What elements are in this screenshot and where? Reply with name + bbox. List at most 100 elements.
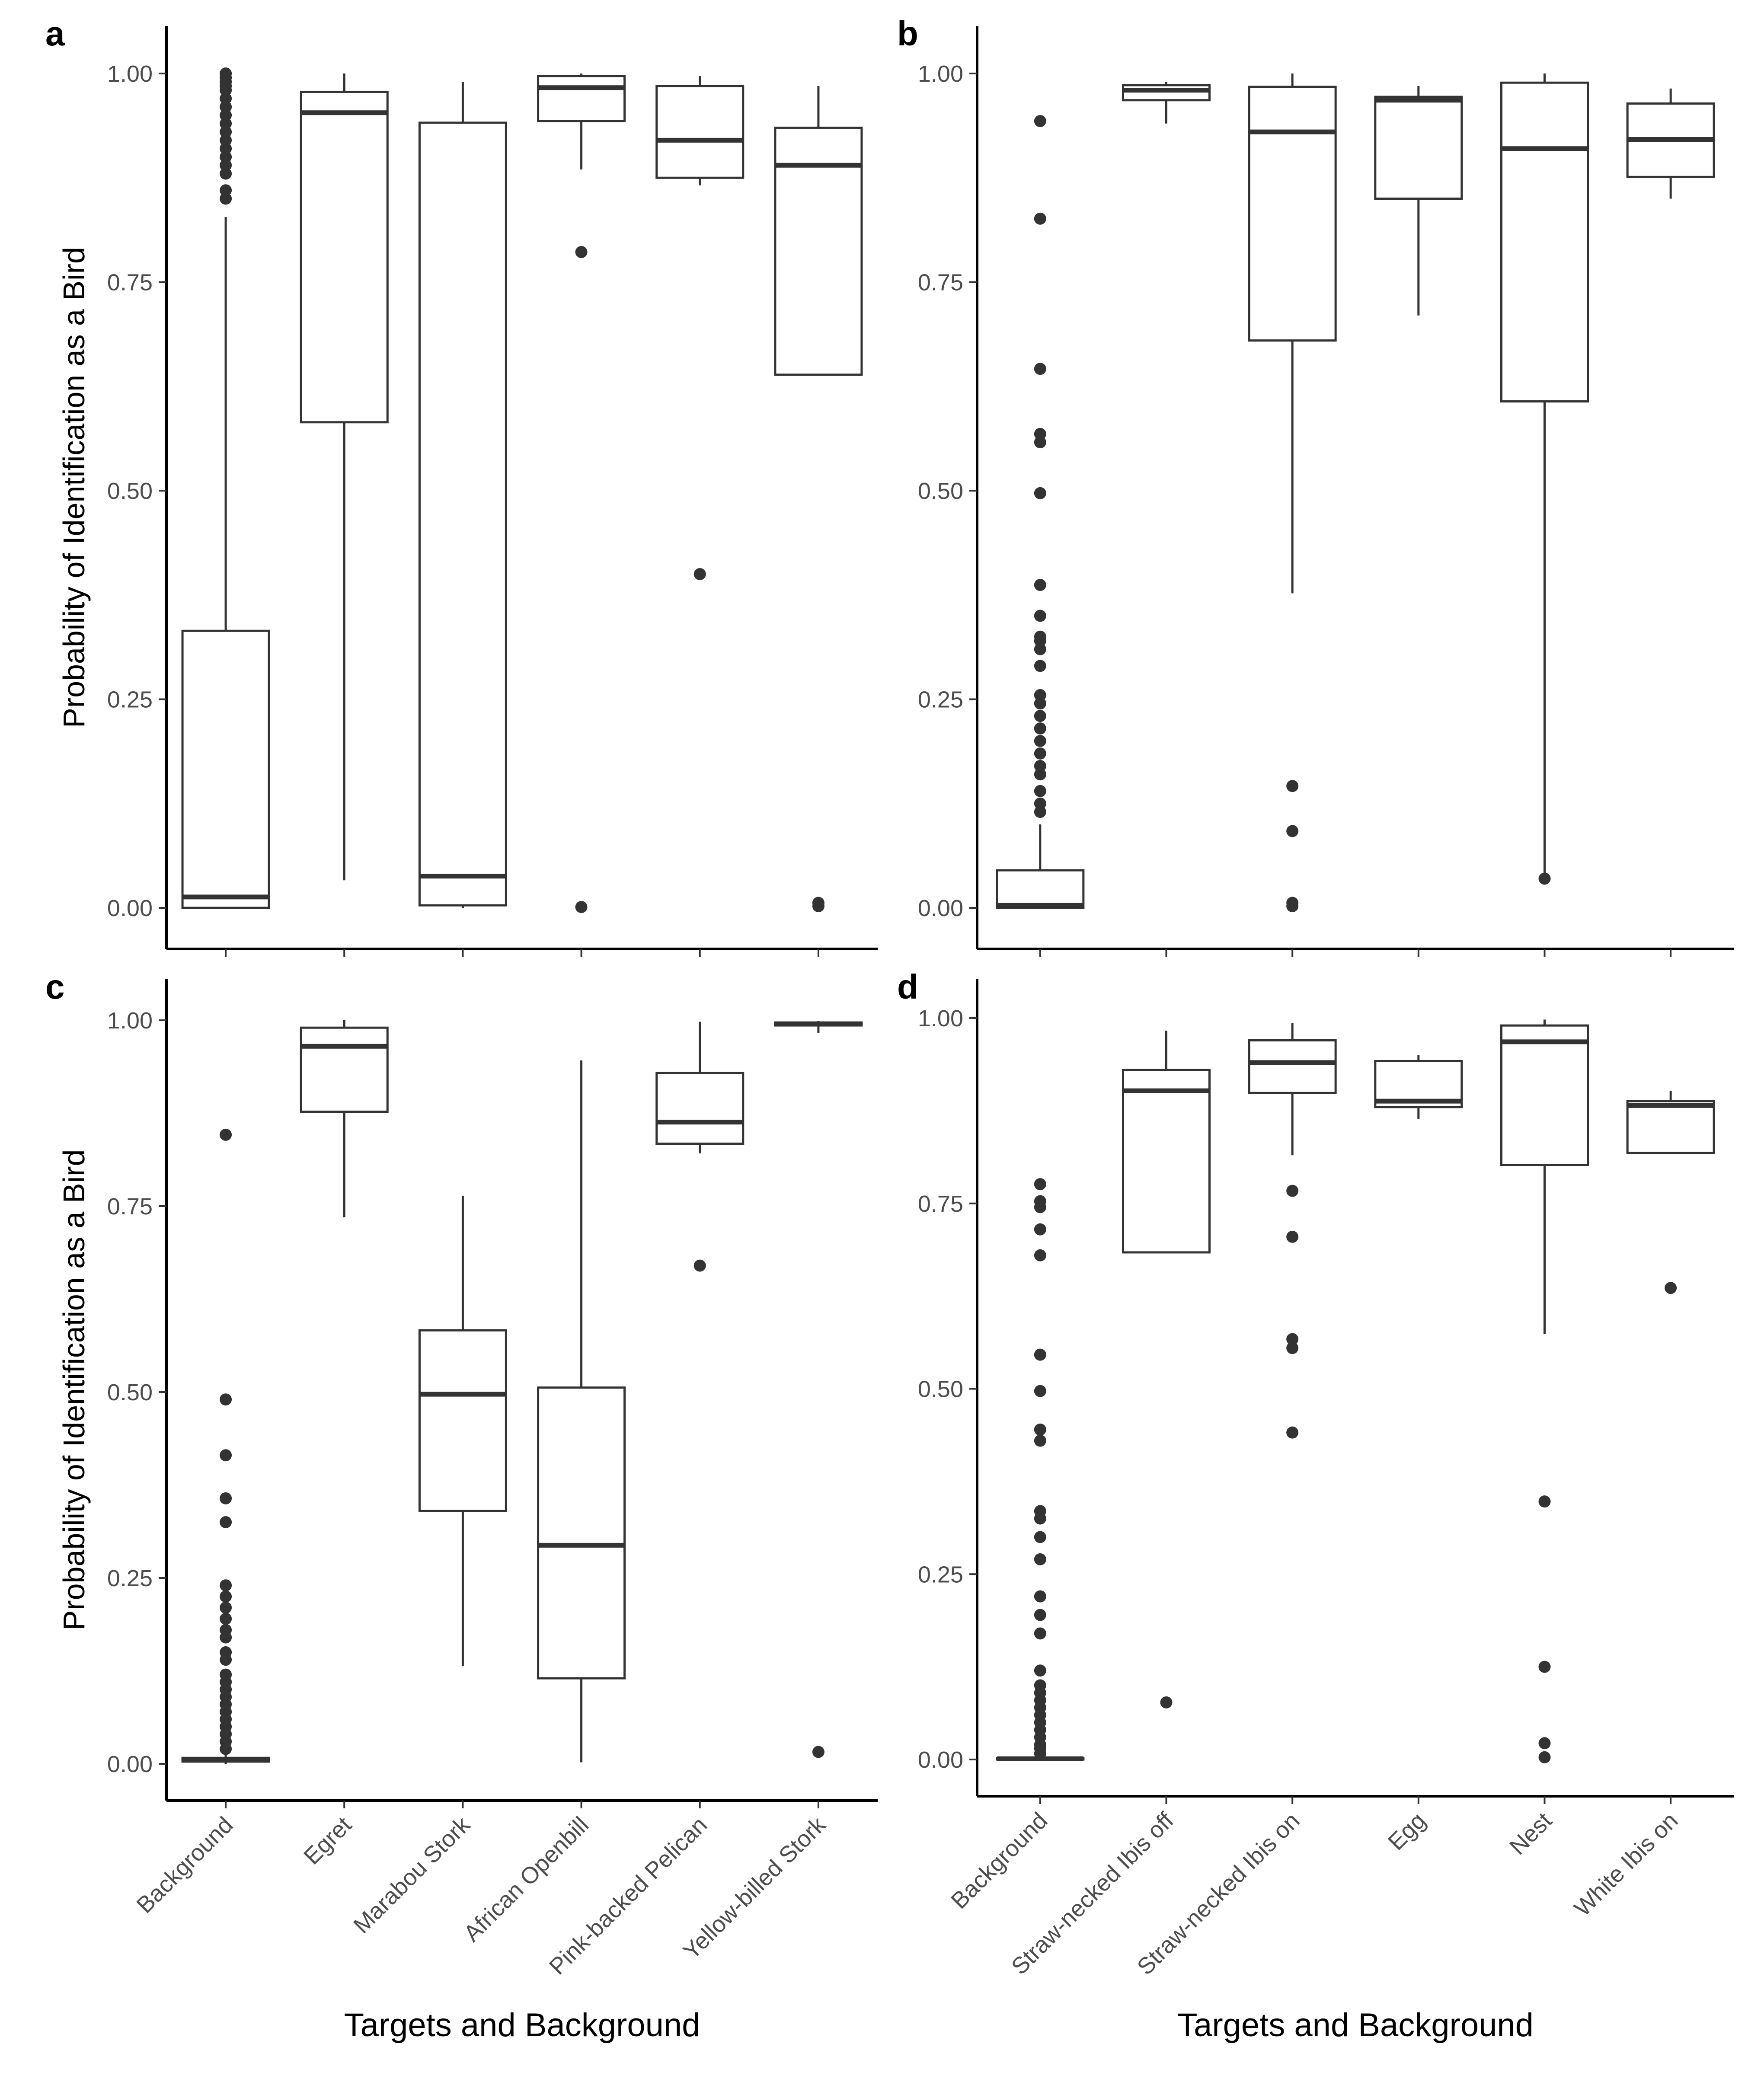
outlier-point: [1034, 1223, 1046, 1236]
y-tick-label: 0.75: [107, 270, 153, 296]
iqr-box: [1374, 96, 1463, 200]
outlier-point: [1034, 1627, 1046, 1640]
outlier-point: [1034, 1249, 1046, 1261]
outlier-point: [1538, 1495, 1551, 1508]
outlier-point: [693, 568, 706, 580]
outlier-point: [1034, 1348, 1046, 1361]
outlier-point: [1034, 1664, 1046, 1677]
box-nest: [1500, 1019, 1589, 1763]
panel-letter: b: [897, 14, 918, 53]
outlier-point: [575, 901, 588, 913]
outlier-point: [1538, 1737, 1551, 1750]
outlier-point: [220, 109, 232, 121]
outlier-point: [1034, 610, 1046, 622]
y-tick-label: 0.00: [918, 895, 963, 921]
outlier-point: [1034, 660, 1046, 672]
y-tick-label: 0.50: [918, 1376, 963, 1402]
outlier-point: [220, 1492, 232, 1504]
outlier-point: [220, 134, 232, 147]
iqr-box: [1500, 1024, 1589, 1166]
outlier-point: [1034, 806, 1046, 818]
panel-letter: a: [45, 14, 65, 53]
panel-a: a 0.00 0.25 0.50 0.75 1.00 Probability of Iden…: [45, 14, 878, 957]
outlier-point: [1286, 1230, 1299, 1243]
y-tick-label: 0.50: [107, 1379, 153, 1405]
outlier-point: [220, 1646, 232, 1658]
box-african-openbill: [537, 73, 626, 913]
y-tick-label: 0.75: [918, 1191, 963, 1217]
box-white-ibis-on: [1626, 1091, 1715, 1294]
outlier-point: [1034, 630, 1046, 643]
iqr-box: [655, 85, 745, 179]
box-straw-necked-ibis-off: [1122, 1031, 1211, 1708]
box-background: [996, 115, 1085, 909]
outlier-point: [220, 67, 232, 80]
outlier-point: [220, 117, 232, 130]
iqr-box: [1500, 81, 1589, 402]
x-axis-label: Targets and Background: [344, 2007, 700, 2044]
outlier-point: [1034, 212, 1046, 225]
outlier-point: [1034, 1553, 1046, 1565]
outlier-point: [1034, 1505, 1046, 1517]
iqr-box: [1626, 1100, 1715, 1154]
outlier-point: [1034, 760, 1046, 772]
y-tick-label: 1.00: [918, 61, 963, 87]
box-yellow-billed-stork: [774, 1021, 863, 1758]
iqr-box: [1122, 1069, 1211, 1254]
outlier-point: [1034, 735, 1046, 747]
outlier-point: [693, 1259, 706, 1272]
outlier-point: [1034, 1609, 1046, 1621]
y-tick-label: 0.00: [107, 895, 153, 921]
outlier-point: [220, 142, 232, 155]
outlier-point: [1034, 1385, 1046, 1397]
outlier-point: [1538, 872, 1551, 885]
outlier-point: [220, 1613, 232, 1625]
x-axis-label: Targets and Background: [1177, 2007, 1534, 2044]
box-egg: [1374, 1055, 1463, 1119]
outlier-point: [1034, 785, 1046, 797]
outlier-point: [1034, 436, 1046, 449]
y-tick-label: 0.25: [107, 687, 153, 713]
outlier-point: [1034, 768, 1046, 781]
y-tick-label: 0.50: [107, 478, 153, 504]
outlier-point: [1034, 710, 1046, 722]
y-tick-label: 0.00: [107, 1751, 153, 1777]
iqr-box: [300, 1026, 389, 1113]
y-tick-label: 0.00: [918, 1747, 963, 1773]
outlier-point: [1034, 1434, 1046, 1447]
outlier-point: [220, 167, 232, 180]
outlier-point: [1034, 643, 1046, 655]
y-tick-label: 0.25: [107, 1565, 153, 1591]
outlier-point: [1286, 780, 1299, 792]
outlier-point: [1034, 1590, 1046, 1603]
iqr-box: [1248, 1039, 1337, 1094]
outlier-point: [220, 1393, 232, 1406]
outlier-point: [220, 1624, 232, 1636]
outlier-point: [1286, 900, 1299, 913]
outlier-point: [1034, 1531, 1046, 1543]
outlier-point: [1286, 1342, 1299, 1354]
box-yellow-billed-stork: [774, 86, 863, 913]
y-axis-label: Probability of Identification as a Bird: [57, 1150, 91, 1631]
iqr-box: [537, 75, 626, 122]
panel-letter: d: [897, 968, 918, 1006]
y-tick-label: 1.00: [918, 1006, 963, 1031]
y-axis-label: Probability of Identification as a Bird: [57, 247, 91, 728]
y-tick-label: 0.25: [918, 1562, 963, 1587]
box-african-openbill: [537, 1060, 626, 1763]
outlier-point: [220, 1449, 232, 1462]
outlier-point: [1034, 747, 1046, 760]
outlier-point: [1034, 487, 1046, 499]
outlier-point: [220, 1668, 232, 1681]
outlier-point: [1538, 1751, 1551, 1763]
outlier-point: [1034, 697, 1046, 710]
outlier-point: [1034, 1178, 1046, 1191]
y-tick-label: 0.25: [918, 687, 963, 713]
outlier-point: [220, 1128, 232, 1141]
outlier-point: [812, 1746, 824, 1758]
box-pink-backed-pelican: [655, 76, 745, 580]
outlier-point: [220, 159, 232, 172]
box-straw-necked-ibis-on: [1248, 1023, 1337, 1439]
outlier-point: [1034, 115, 1046, 128]
